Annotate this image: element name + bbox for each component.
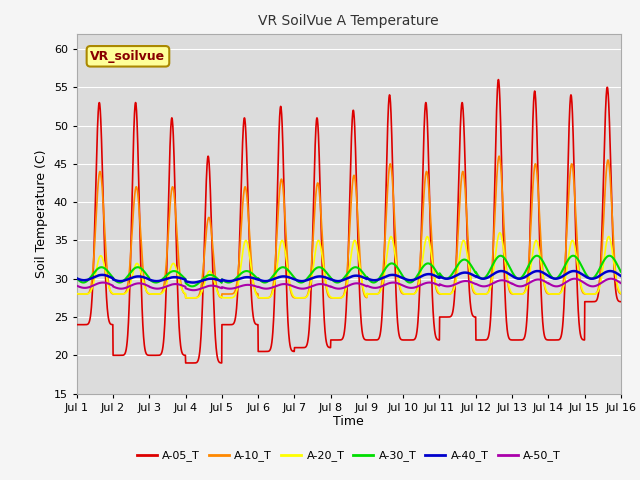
- Legend: A-05_T, A-10_T, A-20_T, A-30_T, A-40_T, A-50_T: A-05_T, A-10_T, A-20_T, A-30_T, A-40_T, …: [132, 446, 566, 466]
- X-axis label: Time: Time: [333, 415, 364, 429]
- Text: VR_soilvue: VR_soilvue: [90, 50, 166, 63]
- Title: VR SoilVue A Temperature: VR SoilVue A Temperature: [259, 14, 439, 28]
- Y-axis label: Soil Temperature (C): Soil Temperature (C): [35, 149, 48, 278]
